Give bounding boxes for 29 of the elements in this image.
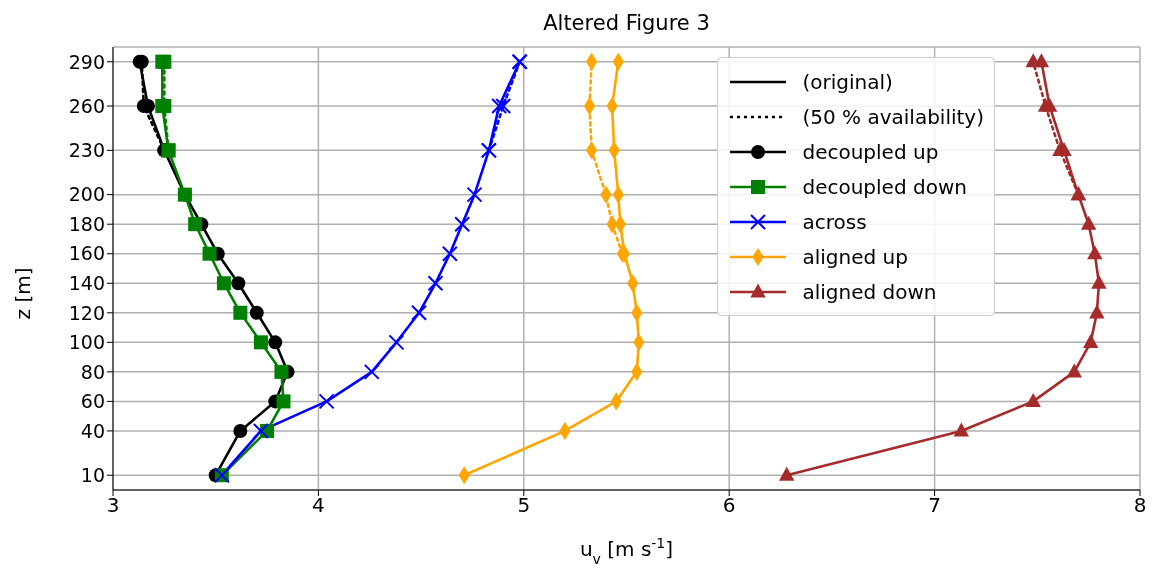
x-tick-label: 5 bbox=[517, 493, 531, 518]
y-tick-label: 230 bbox=[68, 139, 105, 162]
y-tick-label: 80 bbox=[80, 360, 105, 383]
x-tick-label: 8 bbox=[1133, 493, 1147, 518]
y-axis-title: z [m] bbox=[11, 267, 35, 320]
y-tick-label: 260 bbox=[68, 94, 105, 117]
y-tick-label: 200 bbox=[68, 183, 105, 206]
y-tick-label: 160 bbox=[68, 242, 105, 265]
x-axis-title: u$_{v}$ [m s$^{-1}$] bbox=[579, 535, 674, 567]
legend-label: decoupled down bbox=[802, 174, 967, 199]
y-tick-label: 180 bbox=[68, 212, 105, 235]
y-tick-label: 10 bbox=[80, 463, 105, 486]
y-tick-label: 120 bbox=[68, 301, 105, 324]
y-tick-label: 40 bbox=[80, 419, 105, 442]
legend-label: aligned up bbox=[802, 244, 908, 269]
y-tick-label: 140 bbox=[68, 272, 105, 295]
legend-label: (50 % availability) bbox=[802, 104, 984, 129]
legend-label: aligned down bbox=[802, 279, 937, 304]
chart-title: Altered Figure 3 bbox=[543, 11, 710, 35]
legend-label: (original) bbox=[802, 69, 893, 94]
legend-label: across bbox=[802, 209, 867, 234]
x-tick-label: 6 bbox=[722, 493, 736, 518]
y-tick-label: 290 bbox=[68, 50, 105, 73]
x-tick-label: 4 bbox=[312, 493, 325, 518]
x-tick-label: 7 bbox=[928, 493, 941, 518]
x-tick-label: 3 bbox=[106, 493, 120, 518]
legend-label: decoupled up bbox=[802, 139, 939, 164]
y-tick-label: 100 bbox=[68, 331, 105, 354]
y-tick-label: 60 bbox=[80, 390, 105, 413]
